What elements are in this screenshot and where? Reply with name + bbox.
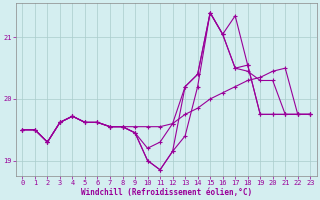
X-axis label: Windchill (Refroidissement éolien,°C): Windchill (Refroidissement éolien,°C) — [81, 188, 252, 197]
